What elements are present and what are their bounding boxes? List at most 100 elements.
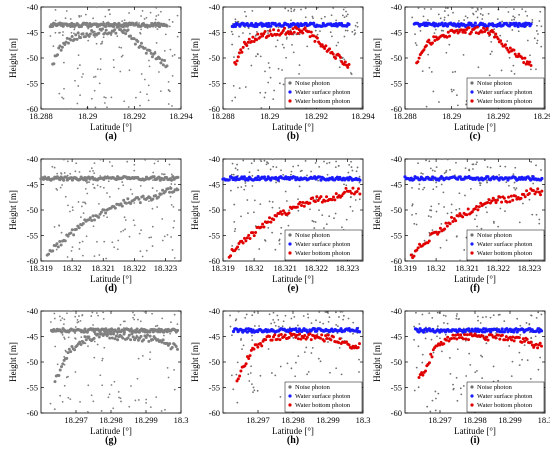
water-bottom-photon [305, 335, 309, 339]
noise-photon [80, 336, 83, 339]
noise-photon [257, 169, 260, 172]
water-bottom-photon [154, 194, 158, 198]
noise-photon [313, 227, 316, 229]
noise-photon [117, 239, 120, 242]
noise-photon [131, 411, 134, 414]
water-bottom-photon [287, 211, 291, 215]
noise-photon [96, 68, 99, 71]
noise-photon [443, 19, 446, 21]
noise-photon [297, 164, 300, 167]
water-bottom-photon [121, 31, 125, 35]
water-bottom-photon [121, 336, 125, 340]
noise-photon [56, 172, 59, 175]
water-bottom-photon [148, 49, 152, 53]
noise-photon [86, 411, 89, 413]
water-bottom-photon [445, 35, 449, 39]
noise-photon [354, 199, 357, 201]
water-bottom-photon [122, 198, 126, 202]
noise-photon [120, 400, 122, 403]
water-bottom-photon [445, 224, 449, 228]
water-bottom-photon [464, 337, 468, 341]
noise-photon [231, 99, 234, 102]
noise-photon [237, 310, 240, 313]
noise-photon [139, 31, 141, 34]
noise-photon [464, 167, 467, 170]
noise-photon [427, 215, 430, 217]
noise-photon [155, 6, 158, 9]
noise-photon [69, 210, 71, 213]
water-bottom-photon [312, 334, 316, 338]
noise-photon [56, 189, 59, 191]
noise-photon [432, 179, 435, 182]
noise-photon [283, 46, 285, 49]
water-surface-photon [233, 178, 238, 182]
water-bottom-photon [82, 341, 86, 345]
noise-photon [281, 43, 284, 46]
water-bottom-photon [268, 29, 272, 33]
noise-photon [71, 209, 74, 211]
noise-photon [116, 333, 119, 336]
noise-photon [60, 172, 62, 174]
x-tick-label: 18.321 [274, 263, 297, 273]
y-tick-label: -50 [391, 357, 402, 367]
noise-photon [341, 226, 343, 229]
water-bottom-photon [262, 225, 266, 229]
noise-photon [515, 187, 518, 189]
noise-photon [170, 321, 172, 324]
noise-photon [345, 15, 348, 18]
noise-photon [267, 81, 270, 84]
noise-photon [256, 389, 259, 392]
water-bottom-photon [254, 230, 258, 234]
water-bottom-photon [508, 335, 512, 339]
noise-photon [270, 372, 273, 374]
noise-photon [232, 388, 235, 391]
noise-photon [154, 158, 157, 161]
noise-photon [248, 171, 251, 174]
noise-photon [508, 56, 511, 59]
noise-photon [423, 186, 426, 189]
noise-photon [236, 163, 238, 166]
noise-photon [430, 216, 432, 218]
water-surface-photon [516, 24, 520, 29]
noise-photon [480, 227, 483, 230]
noise-photon [332, 7, 335, 9]
water-surface-photon [294, 327, 298, 331]
noise-photon [233, 230, 236, 233]
noise-photon [260, 160, 263, 163]
noise-photon [96, 343, 99, 346]
noise-photon [110, 96, 113, 99]
noise-photon [335, 19, 338, 22]
noise-photon [530, 68, 532, 71]
x-tick-label: 18.299 [498, 415, 521, 425]
water-bottom-photon [486, 200, 490, 204]
noise-photon [138, 22, 141, 24]
water-bottom-photon [457, 336, 461, 340]
noise-photon [285, 200, 288, 202]
noise-photon [62, 61, 65, 64]
noise-photon [331, 35, 333, 38]
water-surface-photon [256, 175, 260, 179]
water-bottom-photon [247, 357, 251, 361]
water-bottom-photon [292, 30, 296, 34]
noise-photon [69, 398, 72, 401]
noise-photon [67, 204, 69, 207]
water-bottom-photon [69, 350, 73, 354]
water-surface-photon [171, 175, 175, 179]
noise-photon [347, 317, 350, 320]
noise-photon [470, 6, 473, 9]
water-bottom-photon [110, 336, 114, 340]
noise-photon [285, 56, 287, 59]
noise-photon [235, 373, 238, 376]
noise-photon [98, 254, 101, 256]
noise-photon [263, 96, 266, 99]
noise-photon [325, 223, 328, 226]
plot-frame [40, 310, 182, 414]
y-tick-label: -60 [209, 408, 220, 418]
panel-label: (a) [105, 131, 117, 142]
noise-photon [121, 181, 124, 183]
noise-photon [172, 226, 175, 229]
noise-photon [486, 181, 488, 184]
noise-photon [434, 409, 437, 412]
